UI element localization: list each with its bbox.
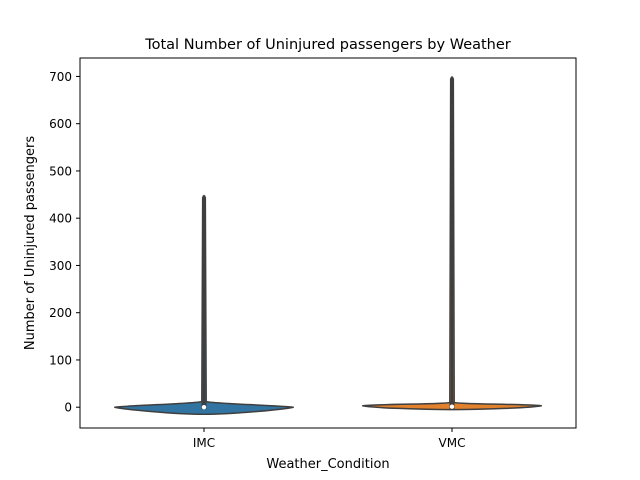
y-axis: 0 100 200 300 400 500 600 700 xyxy=(49,70,80,415)
y-tick-label: 700 xyxy=(49,70,72,84)
x-tick-label: IMC xyxy=(193,436,215,450)
x-axis-label: Weather_Condition xyxy=(266,457,389,472)
y-tick-label: 600 xyxy=(49,117,72,131)
y-tick-label: 0 xyxy=(64,401,72,415)
violin-median xyxy=(449,404,455,409)
plot-frame xyxy=(79,57,577,429)
y-tick-label: 100 xyxy=(49,353,72,367)
x-axis: IMC VMC xyxy=(193,428,466,450)
y-tick-label: 400 xyxy=(49,212,72,226)
y-tick-label: 500 xyxy=(49,164,72,178)
violins-group xyxy=(113,76,543,416)
violin-median xyxy=(201,405,207,410)
chart-title: Total Number of Uninjured passengers by … xyxy=(144,37,511,53)
x-tick-label: VMC xyxy=(439,436,466,450)
y-tick-label: 300 xyxy=(49,259,72,273)
y-axis-label: Number of Uninjured passengers xyxy=(23,136,38,351)
y-tick-label: 200 xyxy=(49,306,72,320)
